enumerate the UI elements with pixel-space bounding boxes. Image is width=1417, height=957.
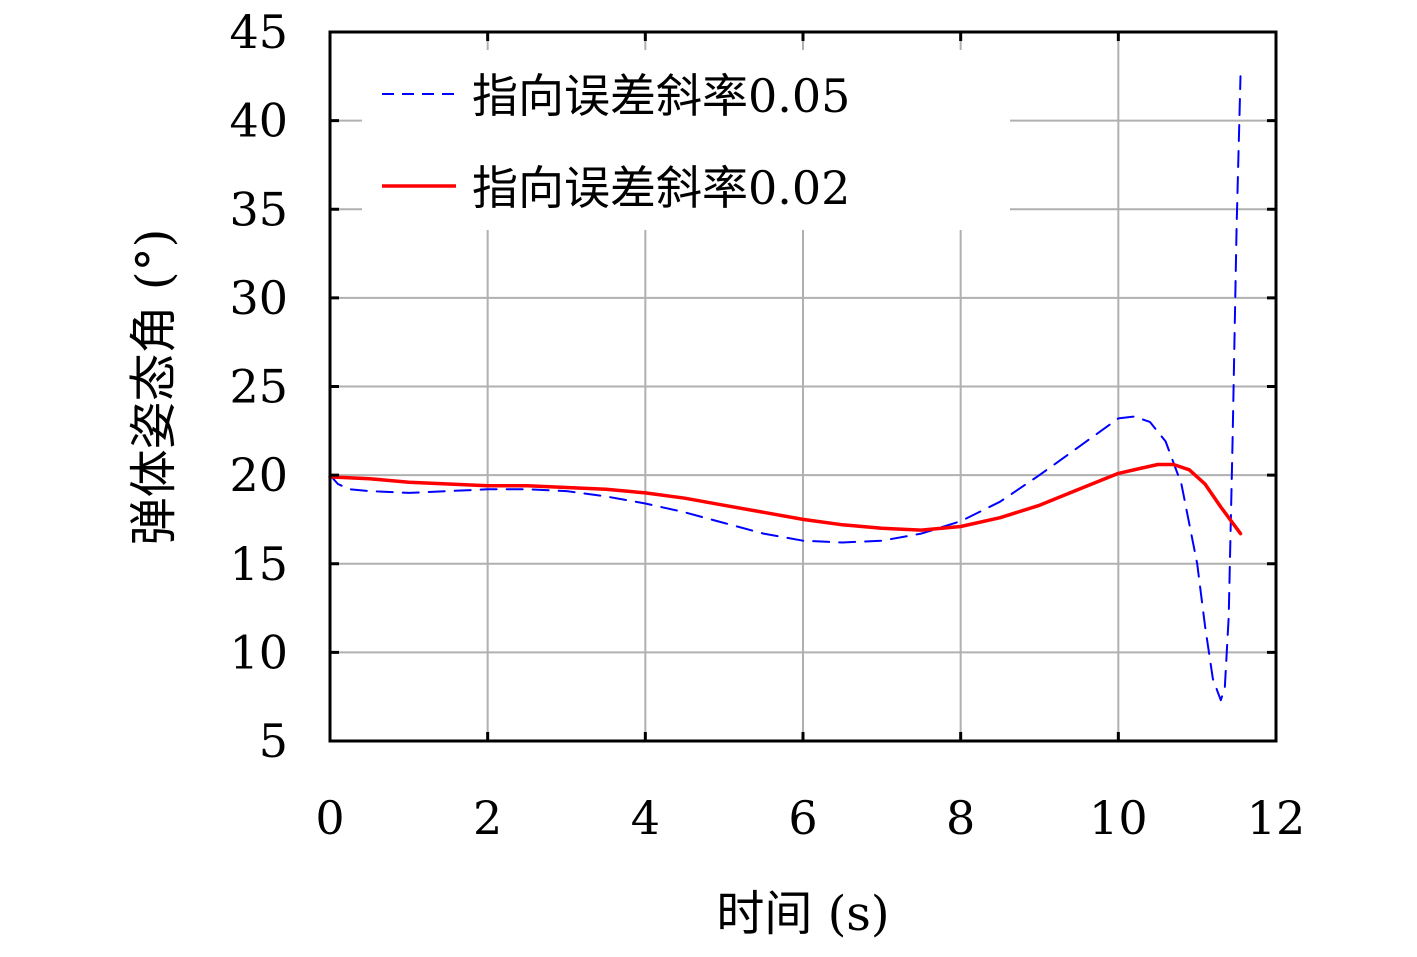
y-axis-title: 弹体姿态角 (°) xyxy=(126,229,182,546)
y-tick-label: 5 xyxy=(259,714,288,768)
x-tick-label: 6 xyxy=(788,791,817,845)
y-tick-label: 45 xyxy=(229,5,288,59)
series-line-1 xyxy=(328,462,1243,536)
y-tick-label: 40 xyxy=(229,94,288,148)
y-tick-label: 10 xyxy=(229,625,288,679)
legend-label-series-1: 指向误差斜率0.02 xyxy=(472,161,850,215)
x-tick-label: 8 xyxy=(946,791,975,845)
series-layer xyxy=(328,75,1243,702)
x-axis-title: 时间 (s) xyxy=(716,886,889,942)
y-tick-label: 15 xyxy=(229,537,288,591)
x-tick-label: 4 xyxy=(631,791,660,845)
x-tick-label: 12 xyxy=(1247,791,1306,845)
legend-background xyxy=(362,50,1010,230)
y-tick-label: 35 xyxy=(229,182,288,236)
x-tick-label: 10 xyxy=(1089,791,1148,845)
y-tick-label: 25 xyxy=(229,360,288,414)
y-tick-label: 20 xyxy=(229,448,288,502)
legend: 指向误差斜率0.05 指向误差斜率0.02 xyxy=(362,50,1010,230)
x-tick-labels: 0 2 4 6 8 10 12 xyxy=(315,791,1305,845)
legend-label-series-0: 指向误差斜率0.05 xyxy=(472,69,850,123)
axis-ticks xyxy=(328,30,1278,743)
x-tick-label: 2 xyxy=(473,791,502,845)
y-tick-labels: 5 10 15 20 25 30 35 40 45 xyxy=(229,5,288,768)
y-tick-label: 30 xyxy=(229,271,288,325)
x-tick-label: 0 xyxy=(315,791,344,845)
